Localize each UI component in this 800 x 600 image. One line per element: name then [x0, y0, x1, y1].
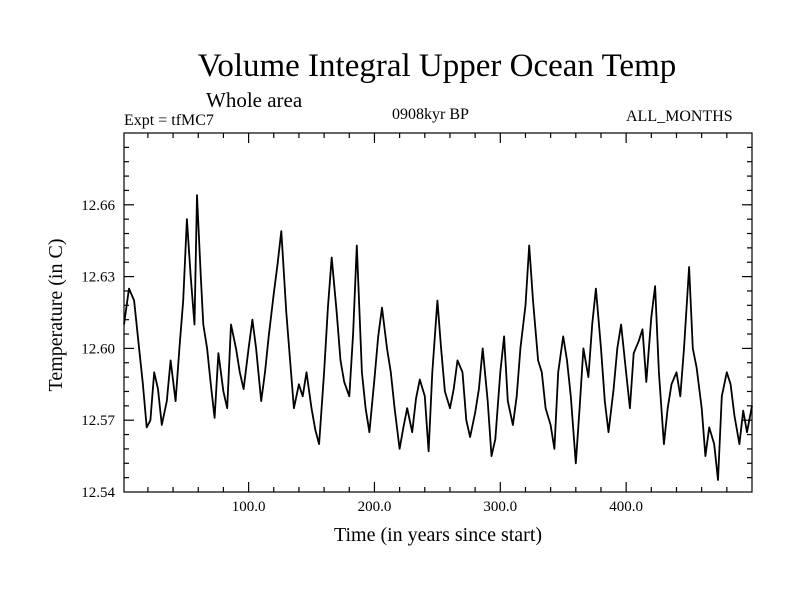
y-tick-label: 12.60 — [81, 341, 115, 357]
x-tick-label: 300.0 — [483, 499, 517, 515]
chart-subtitle: Whole area — [206, 88, 303, 112]
axes-group — [123, 132, 753, 493]
x-tick-label: 400.0 — [609, 499, 643, 515]
x-tick-label: 200.0 — [358, 499, 392, 515]
series-group — [123, 194, 753, 481]
y-tick-label: 12.54 — [81, 485, 115, 501]
ticks-group: 100.0 200.0 300.0 400.0 12.54 12.57 12.60 12.63… — [81, 133, 752, 515]
plot-frame — [123, 132, 753, 493]
y-tick-label: 12.66 — [81, 198, 115, 214]
y-axis-label: Temperature (in C) — [45, 239, 67, 392]
x-axis-label: Time (in years since start) — [334, 524, 542, 546]
period-label: 0908kyr BP — [392, 106, 469, 123]
y-tick-label: 12.57 — [81, 413, 115, 429]
months-label: ALL_MONTHS — [626, 108, 733, 125]
chart-title: Volume Integral Upper Ocean Temp — [197, 48, 677, 84]
experiment-label: Expt = tfMC7 — [124, 112, 214, 129]
x-tick-label: 100.0 — [232, 499, 266, 515]
y-tick-label: 12.63 — [81, 270, 115, 286]
series-line — [123, 194, 753, 481]
